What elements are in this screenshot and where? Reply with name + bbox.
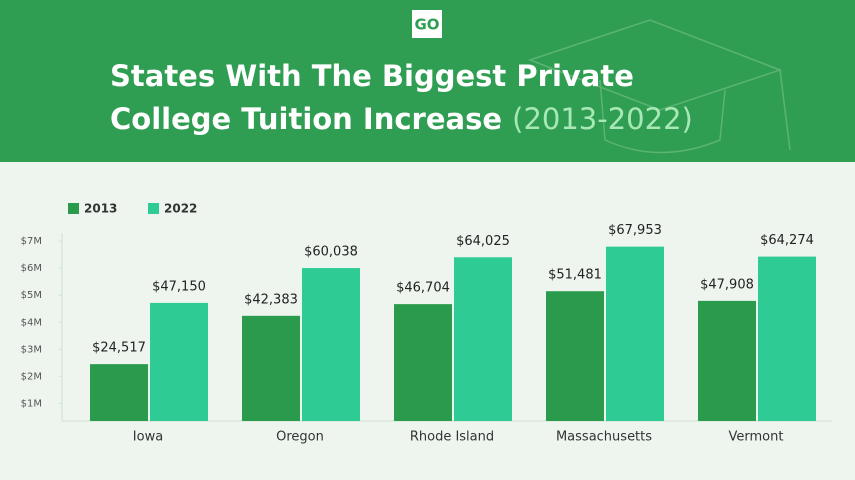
x-tick-label: Rhode Island	[410, 430, 494, 445]
value-label: $64,025	[456, 234, 510, 249]
value-label: $46,704	[396, 281, 450, 296]
y-tick-label: $1M	[21, 398, 42, 409]
value-label: $47,150	[152, 279, 206, 294]
value-label: $24,517	[92, 341, 146, 356]
bar	[302, 268, 360, 421]
bar	[606, 246, 664, 421]
x-tick-label: Massachusetts	[556, 430, 652, 445]
legend-label: 2022	[164, 202, 197, 216]
bar	[394, 304, 452, 421]
y-tick-label: $3M	[21, 344, 42, 355]
y-tick-label: $2M	[21, 371, 42, 382]
logo-box	[412, 10, 442, 38]
bar	[150, 302, 208, 421]
y-tick-label: $7M	[21, 236, 42, 247]
bar	[242, 315, 300, 421]
value-label: $47,908	[700, 277, 754, 292]
legend-label: 2013	[84, 202, 117, 216]
value-label: $42,383	[244, 292, 298, 307]
y-tick-label: $5M	[21, 290, 42, 301]
title-wrap: States With The Biggest Private College …	[110, 55, 730, 141]
chart-subtitle: (2013-2022)	[512, 102, 693, 136]
legend-swatch	[68, 203, 79, 214]
bar	[454, 257, 512, 421]
bar	[90, 364, 148, 421]
decoration	[527, 19, 791, 154]
legend-swatch	[148, 203, 159, 214]
y-tick-label: $4M	[21, 317, 42, 328]
value-label: $60,038	[304, 245, 358, 260]
x-tick-label: Iowa	[133, 430, 163, 445]
x-tick-label: Vermont	[729, 430, 784, 445]
bar	[758, 256, 816, 421]
y-tick-label: $6M	[21, 263, 42, 274]
chart-title: States With The Biggest Private College …	[110, 59, 634, 136]
bar	[546, 291, 604, 421]
x-tick-label: Oregon	[276, 430, 324, 445]
value-label: $67,953	[608, 223, 662, 238]
logo: GO	[414, 16, 439, 34]
bar	[698, 300, 756, 421]
title-box: States With The Biggest Private College …	[110, 55, 730, 141]
value-label: $51,481	[548, 268, 602, 283]
value-label: $64,274	[760, 233, 814, 248]
